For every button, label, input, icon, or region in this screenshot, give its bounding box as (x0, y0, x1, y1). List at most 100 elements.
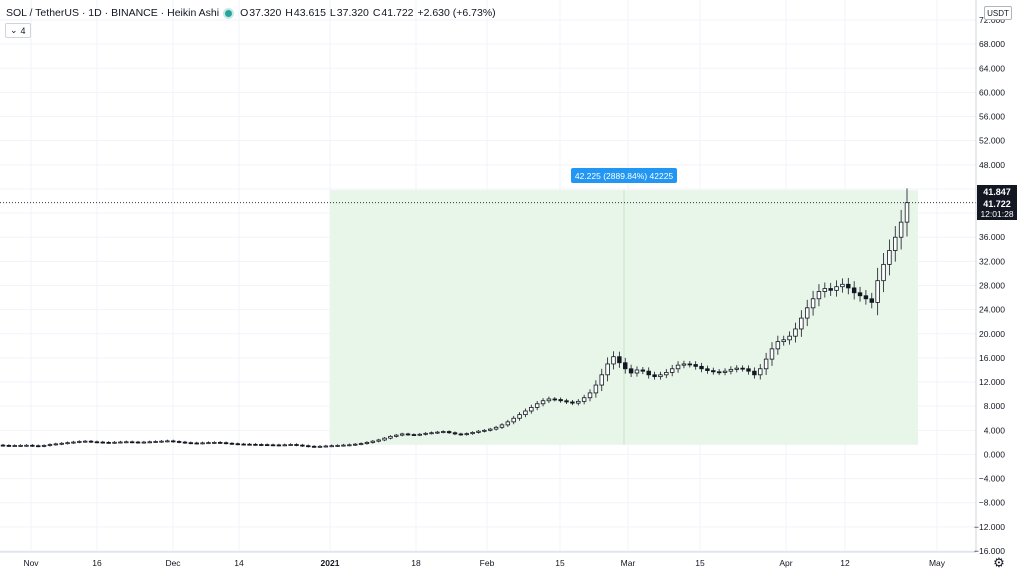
candle-body (59, 442, 64, 445)
indicators-count: 4 (20, 25, 26, 36)
candle-body (18, 445, 23, 447)
candle-body (746, 368, 751, 372)
candle-body (24, 444, 29, 447)
candle-body (417, 433, 422, 436)
price-scale[interactable]: 72.000 68.000 64.000 60.000 56.000 52.000 48.0… (974, 15, 1005, 556)
candle-body (664, 371, 669, 376)
indicators-collapse-button[interactable]: ⌄ 4 (5, 23, 31, 38)
candle-body (435, 431, 440, 434)
candle-body (294, 444, 299, 446)
time-tick-label: 18 (411, 558, 421, 568)
price-tick-label: 4.000 (984, 425, 1006, 435)
price-tick-label: 64.000 (979, 63, 1005, 73)
candle-body (693, 364, 698, 367)
candle-body (212, 441, 217, 444)
candle-body (722, 370, 728, 373)
candle-body (82, 440, 88, 443)
candle-body (352, 443, 358, 446)
candle-body (781, 339, 786, 343)
gear-icon[interactable]: ⚙ (993, 555, 1005, 570)
candle-body (546, 398, 552, 402)
candle-body (834, 286, 839, 291)
candle-body (799, 317, 804, 330)
exchange-label: BINANCE (111, 7, 158, 19)
price-tick-label: 0.000 (984, 449, 1006, 459)
time-tick-label: Dec (165, 558, 181, 568)
candle-body (405, 433, 411, 436)
candle-body (640, 369, 646, 372)
candle-body (863, 295, 869, 300)
time-tick-label: Nov (23, 558, 39, 568)
low-key: L (329, 7, 336, 19)
price-tick-label: 16.000 (979, 353, 1005, 363)
candle-body (887, 250, 892, 265)
high-key: H (285, 7, 293, 19)
candle-body (394, 434, 399, 437)
candle-body (247, 443, 252, 446)
candle-body (77, 441, 82, 443)
open-key: O (240, 7, 249, 19)
candle-body (306, 445, 311, 448)
candle-body (153, 441, 158, 443)
candle-body (88, 440, 94, 443)
candle-body (646, 370, 651, 376)
candle-body (276, 444, 282, 447)
symbol-name[interactable]: SOL / TetherUS (6, 7, 79, 19)
candle-body (470, 432, 475, 435)
measure-label-text: 42.225 (2889.84%) 42225 (575, 171, 674, 181)
candle-body (681, 363, 687, 366)
candle-body (581, 397, 587, 402)
measure-label: 42.225 (2889.84%) 42225 (571, 168, 677, 183)
candle-body (411, 434, 417, 436)
last-price-badge-background (977, 197, 1017, 220)
candle-body (758, 368, 763, 376)
candle-body (787, 335, 792, 341)
candle-body (253, 443, 258, 446)
candle-body (376, 439, 381, 442)
countdown-text: 12:01:28 (980, 209, 1013, 219)
currency-button[interactable]: USDT (984, 6, 1012, 20)
candle-body (423, 432, 428, 435)
candle-body (370, 440, 376, 443)
candle-body (875, 280, 880, 303)
candle-body (264, 444, 270, 447)
candle-body (711, 370, 716, 373)
time-tick-label: 15 (695, 558, 705, 568)
candle-body (53, 443, 59, 446)
candle-body (317, 445, 323, 448)
interval-label[interactable]: 1D (88, 7, 102, 19)
candle-body (769, 348, 775, 360)
open-value: 37.320 (249, 7, 282, 19)
candle-body (687, 363, 693, 366)
candle-body (493, 426, 499, 430)
candle-body (329, 445, 334, 448)
candle-body (658, 374, 663, 378)
candle-body (311, 445, 317, 448)
time-scale[interactable]: Nov 16 Dec 14 2021 18 Feb 15 Mar 15 Apr 12 May (23, 558, 945, 568)
candle-body (534, 403, 540, 408)
candle-body (106, 441, 111, 444)
candle-body (529, 406, 534, 412)
chevron-down-icon: ⌄ (10, 25, 18, 35)
price-tick-label: 28.000 (979, 281, 1005, 291)
candle-body (740, 367, 745, 370)
candle-body (517, 414, 522, 419)
high-badge-background (977, 185, 1017, 198)
candle-body (41, 445, 47, 447)
candle-body (499, 424, 505, 428)
candle-body (241, 443, 246, 446)
candle-body (511, 417, 516, 423)
time-tick-label: 14 (234, 558, 244, 568)
price-tick-label: 60.000 (979, 87, 1005, 97)
candle-body (452, 432, 458, 435)
candle-body (476, 430, 481, 433)
price-tick-label: 52.000 (979, 136, 1005, 146)
candle-body (576, 400, 581, 404)
currency-label: USDT (987, 8, 1009, 18)
change-value: +2.630 (+6.73%) (417, 7, 496, 19)
price-tick-label: 48.000 (979, 160, 1005, 170)
candle-body (669, 368, 675, 373)
price-tick-label: 72.000 (979, 15, 1005, 25)
